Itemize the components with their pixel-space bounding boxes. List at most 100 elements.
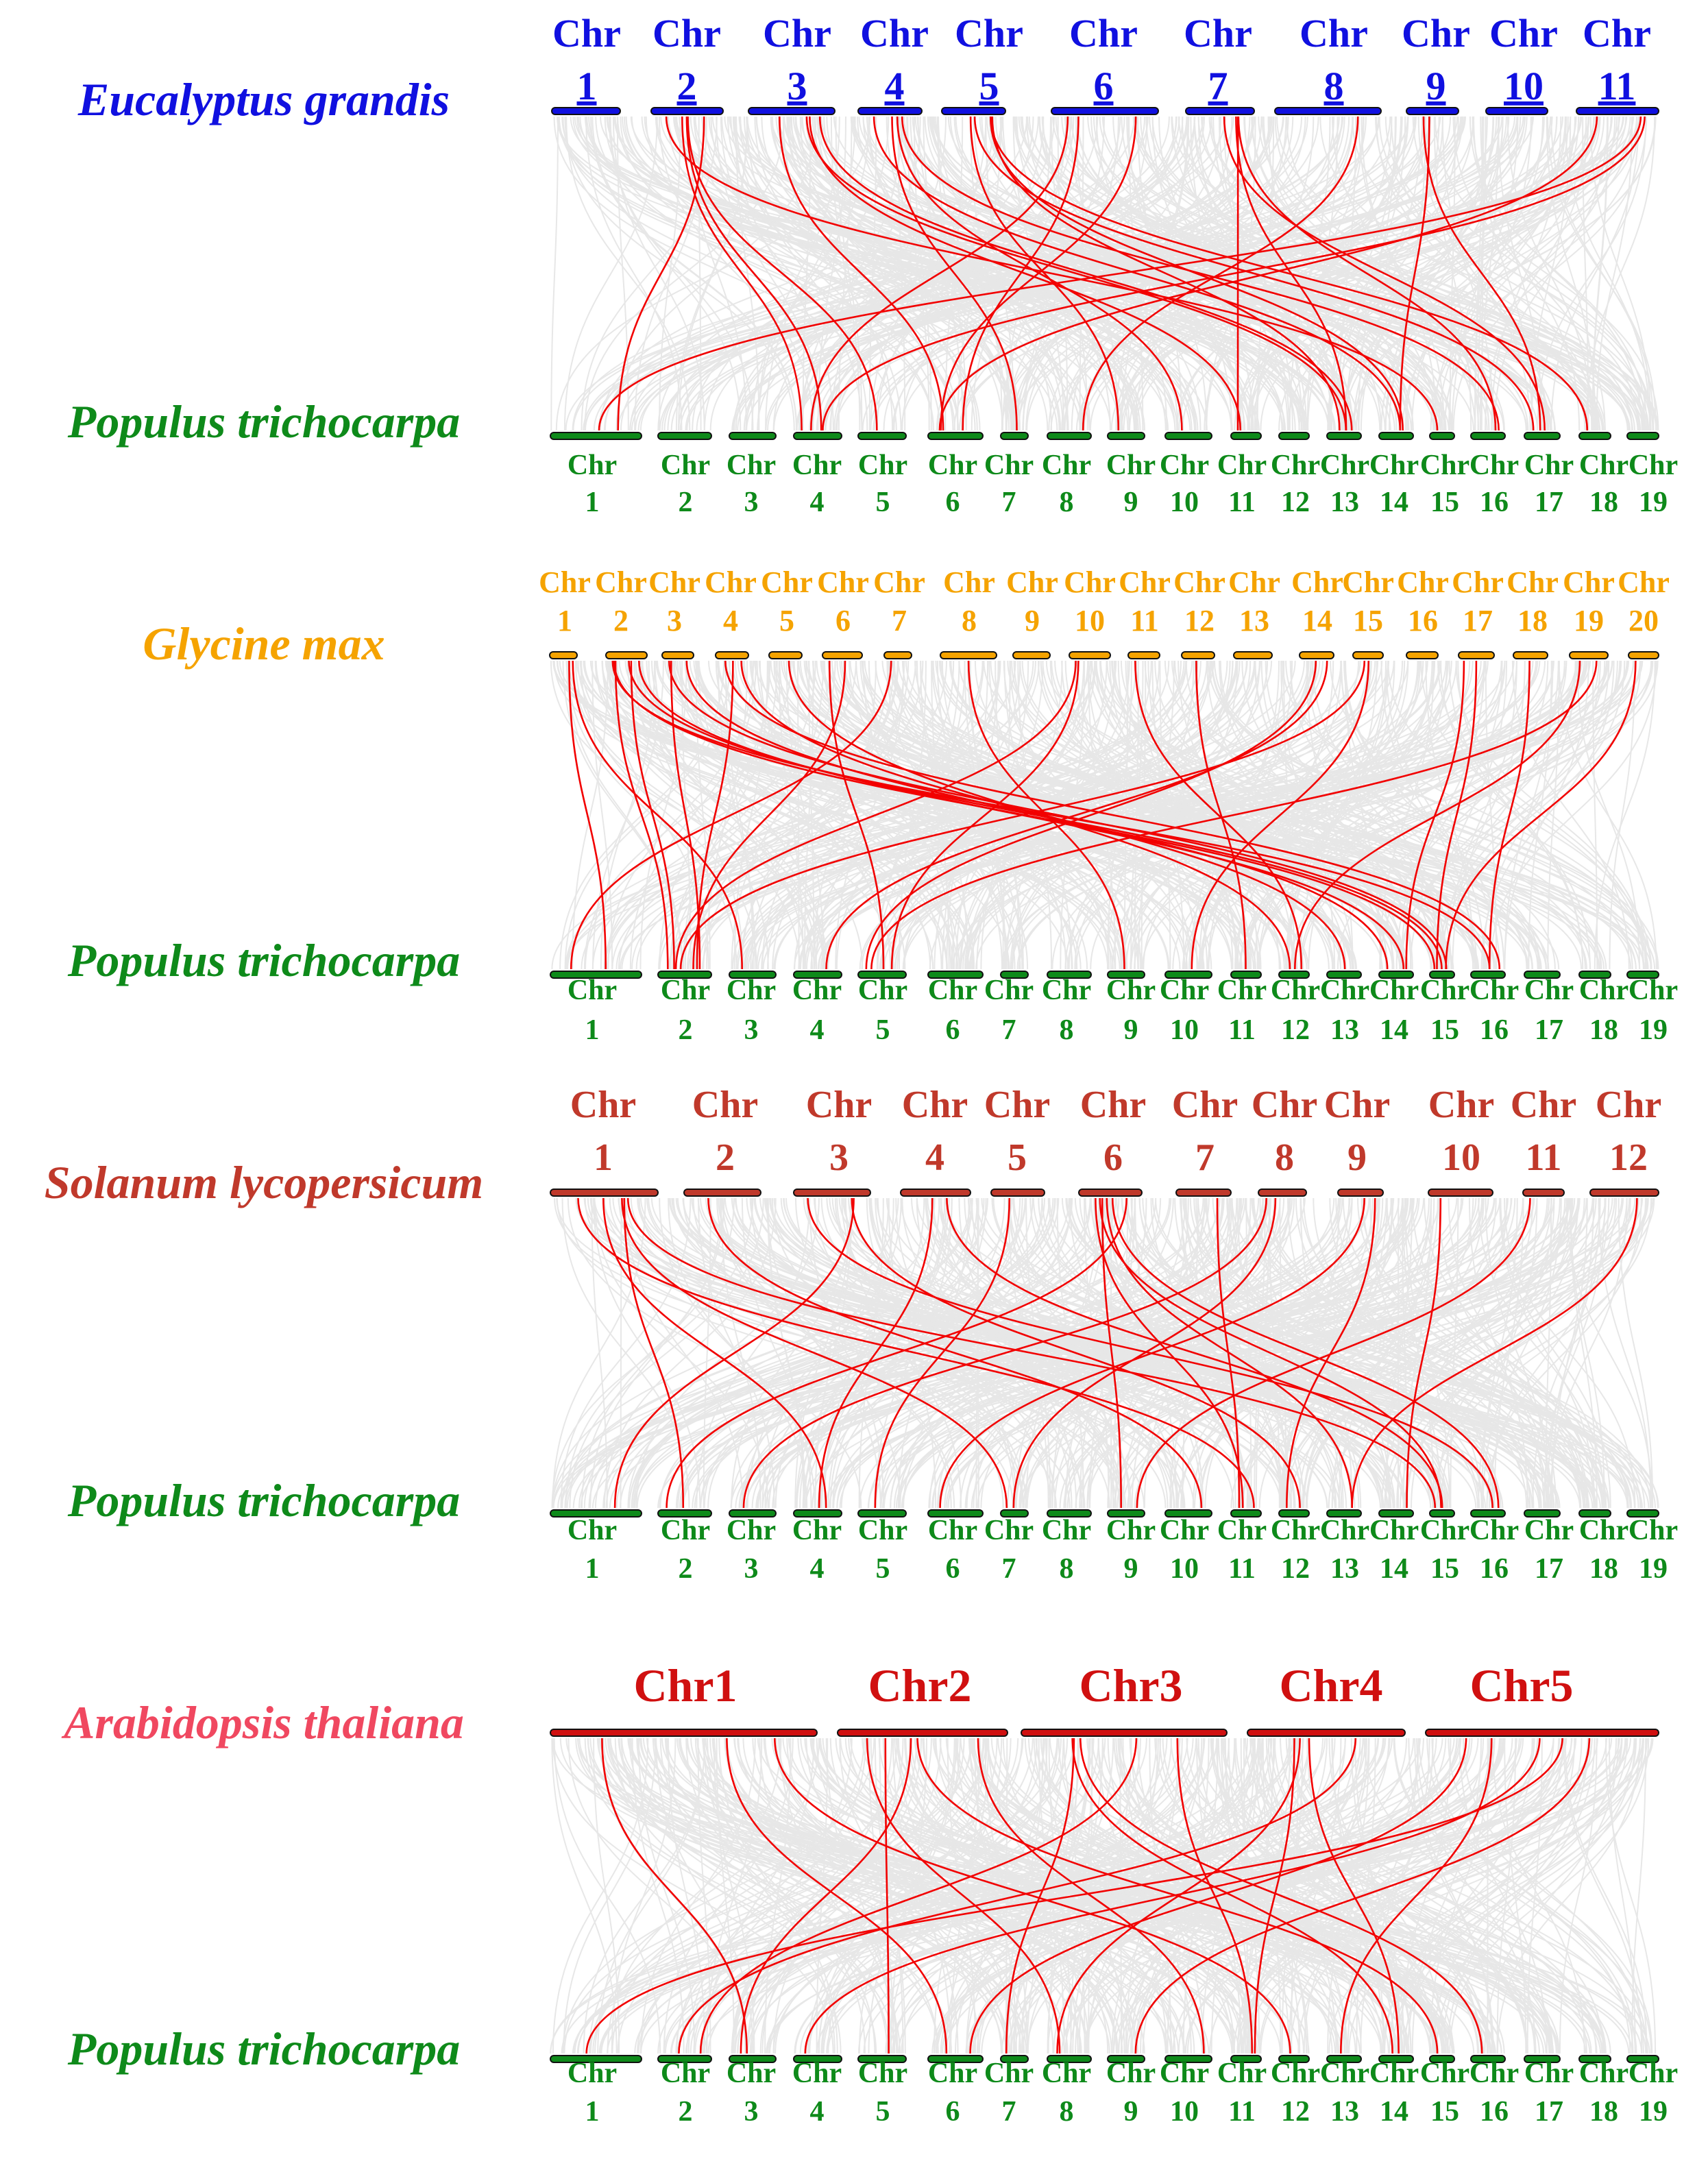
red-link [865, 660, 1317, 970]
gray-link [637, 116, 1620, 431]
red-link [1195, 660, 1247, 970]
red-link [577, 1197, 1255, 1509]
bottom-chromosome-prefix: Chr [858, 2058, 907, 2089]
red-link [779, 116, 944, 431]
bottom-chromosome-prefix: Chr [568, 975, 617, 1006]
gray-link [727, 1738, 1081, 2054]
gray-link [558, 116, 1058, 431]
highlighted-gene-pairs [568, 660, 1637, 970]
gray-link [1038, 116, 1659, 431]
gray-link [1087, 660, 1117, 970]
gray-link [1120, 1738, 1478, 2054]
gray-link [674, 116, 1178, 431]
red-link [611, 660, 1491, 970]
gray-link [639, 1738, 1454, 2054]
gray-link [1240, 660, 1530, 970]
gray-link [707, 1738, 866, 2054]
gray-link [868, 116, 1021, 431]
red-link [1176, 1738, 1254, 2054]
top-chromosome-number: 9 [1025, 604, 1040, 637]
gray-link [584, 116, 785, 431]
top-chromosome-bar [1485, 107, 1548, 115]
bottom-chromosome-number: 12 [1281, 1014, 1310, 1046]
bottom-chromosome-prefix: Chr [1579, 975, 1628, 1006]
bottom-chromosome-number: 6 [946, 1553, 960, 1585]
red-link [788, 660, 1291, 970]
top-chromosome-bar [1021, 1729, 1228, 1737]
gray-link [685, 1738, 1607, 2054]
bottom-chromosome-bar [1230, 432, 1262, 440]
gray-link [740, 660, 1629, 970]
gray-link [888, 660, 1632, 970]
top-chromosome-bar [883, 651, 912, 659]
bottom-chromosome-prefix: Chr [984, 1515, 1034, 1546]
gray-link [589, 1738, 1075, 2054]
bottom-chromosome-number: 16 [1480, 1553, 1509, 1585]
gray-link [1451, 116, 1532, 431]
gray-link [1195, 1197, 1293, 1509]
gray-link [1330, 660, 1648, 970]
gray-link [751, 660, 1260, 970]
top-chromosome-prefix: Chr [692, 1084, 758, 1126]
gray-link [983, 660, 1591, 970]
top-chromosome-prefix: Chr [902, 1084, 968, 1126]
gray-link [765, 116, 856, 431]
red-link [938, 116, 1598, 431]
bottom-chromosome-number: 2 [679, 2096, 693, 2128]
bottom-chromosome-number: 13 [1330, 1014, 1359, 1046]
bottom-chromosome-number: 16 [1480, 2096, 1509, 2128]
gray-link [1010, 1738, 1367, 2054]
gray-link [659, 116, 681, 431]
bottom-chromosome-prefix: Chr [727, 450, 776, 481]
gray-link [733, 1738, 1455, 2054]
bottom-chromosome-prefix: Chr [1217, 450, 1267, 481]
gray-link [1288, 660, 1389, 970]
bottom-chromosome-number: 18 [1589, 1553, 1618, 1585]
top-chromosome-prefix: Chr [984, 1084, 1050, 1126]
bottom-chromosome-prefix: Chr [1106, 975, 1156, 1006]
gray-link [563, 1738, 657, 2054]
red-link [989, 116, 1404, 431]
bottom-chromosome-number: 19 [1639, 487, 1668, 518]
red-link [699, 1738, 1138, 2054]
gray-link [868, 116, 877, 431]
top-chromosome-bar [1274, 107, 1382, 115]
gray-link [1448, 116, 1519, 431]
top-chromosome-number: 16 [1408, 604, 1438, 637]
gray-link [969, 660, 1006, 970]
bottom-chromosome-prefix: Chr [984, 975, 1034, 1006]
bottom-chromosome-bar [1278, 432, 1310, 440]
red-link [692, 660, 846, 970]
gray-link [679, 660, 931, 970]
top-chromosome-prefix: Chr [1596, 1084, 1661, 1126]
bottom-chromosome-number: 12 [1281, 487, 1310, 518]
top-chromosome-bar [549, 651, 578, 659]
gray-link [564, 116, 795, 431]
top-chromosome-bar [1425, 1729, 1659, 1737]
gray-link [955, 660, 1029, 970]
red-link [1134, 1738, 1591, 2054]
top-chromosome-prefix: Chr [552, 11, 621, 56]
gray-link [844, 1197, 962, 1509]
top-chromosome-number: 9 [1347, 1136, 1367, 1179]
gray-link [819, 1197, 1073, 1509]
synteny-panel-glycine: Chr 1 Chr 2 Chr 3 Chr 4 Chr 5 Chr 6 Chr 7 Chr 8 Chr 9 Chr 1… [67, 565, 1678, 1046]
top-chromosome-bar [1628, 651, 1659, 659]
gray-link [838, 1197, 1588, 1509]
bottom-chromosome-prefix: Chr [1420, 1515, 1469, 1546]
top-chromosome-number: 5 [779, 604, 794, 637]
bottom-chromosome-number: 15 [1430, 1014, 1459, 1046]
gray-link [805, 1738, 1470, 2054]
bottom-chromosome-bar [550, 2055, 642, 2063]
bottom-chromosome-bar [729, 971, 777, 979]
bottom-chromosome-prefix: Chr [1469, 975, 1519, 1006]
bottom-chromosome-prefix: Chr [1524, 1515, 1574, 1546]
bottom-chromosome-bar [1578, 1509, 1611, 1518]
gray-link [626, 660, 864, 970]
bottom-chromosome-prefix: Chr [858, 450, 907, 481]
top-chromosome-number: 5 [1008, 1136, 1027, 1179]
top-chromosome-bar [1299, 651, 1334, 659]
gray-link [668, 1738, 706, 2054]
gray-link [1440, 1197, 1579, 1509]
